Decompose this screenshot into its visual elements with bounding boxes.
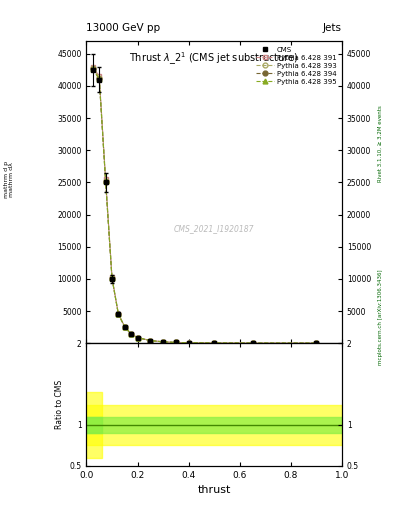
Line: Pythia 6.428 394: Pythia 6.428 394: [90, 67, 319, 346]
Pythia 6.428 391: [212, 340, 217, 346]
Pythia 6.428 394: [250, 340, 255, 346]
Pythia 6.428 395: [90, 66, 95, 72]
Pythia 6.428 395: [148, 337, 152, 344]
Pythia 6.428 391: [135, 334, 140, 340]
Pythia 6.428 391: [97, 73, 101, 79]
Text: 13000 GeV pp: 13000 GeV pp: [86, 23, 161, 33]
Pythia 6.428 393: [103, 178, 108, 184]
Text: mathrm d$^2$N
mathrm d p
mathrm dλ: mathrm d$^2$N mathrm d p mathrm dλ: [0, 159, 15, 199]
Pythia 6.428 391: [90, 63, 95, 70]
Pythia 6.428 394: [174, 339, 178, 346]
Text: CMS_2021_I1920187: CMS_2021_I1920187: [174, 224, 254, 233]
Pythia 6.428 394: [90, 66, 95, 72]
Pythia 6.428 391: [103, 176, 108, 182]
Pythia 6.428 391: [110, 274, 114, 281]
Pythia 6.428 393: [90, 65, 95, 71]
Pythia 6.428 393: [116, 311, 121, 317]
Line: Pythia 6.428 395: Pythia 6.428 395: [90, 67, 319, 346]
Pythia 6.428 394: [110, 275, 114, 282]
Pythia 6.428 393: [129, 331, 134, 337]
Pythia 6.428 391: [250, 340, 255, 346]
Pythia 6.428 391: [123, 324, 127, 330]
Pythia 6.428 391: [148, 337, 152, 344]
Pythia 6.428 395: [212, 340, 217, 346]
Pythia 6.428 395: [250, 340, 255, 346]
Pythia 6.428 395: [161, 339, 165, 345]
Pythia 6.428 393: [186, 339, 191, 346]
Pythia 6.428 393: [161, 339, 165, 345]
Line: Pythia 6.428 391: Pythia 6.428 391: [90, 64, 319, 346]
Pythia 6.428 391: [174, 339, 178, 346]
Y-axis label: Ratio to CMS: Ratio to CMS: [55, 380, 64, 429]
Pythia 6.428 393: [110, 275, 114, 281]
Pythia 6.428 393: [148, 337, 152, 344]
Pythia 6.428 393: [212, 340, 217, 346]
Text: Thrust $\lambda\_2^1$ (CMS jet substructure): Thrust $\lambda\_2^1$ (CMS jet substruct…: [129, 50, 299, 67]
Pythia 6.428 393: [314, 340, 319, 346]
Text: Rivet 3.1.10, ≥ 3.2M events: Rivet 3.1.10, ≥ 3.2M events: [378, 105, 383, 182]
Pythia 6.428 394: [97, 76, 101, 82]
Pythia 6.428 394: [186, 339, 191, 346]
Pythia 6.428 391: [186, 339, 191, 346]
Pythia 6.428 393: [123, 324, 127, 330]
X-axis label: thrust: thrust: [198, 485, 231, 495]
Pythia 6.428 395: [116, 311, 121, 317]
Legend: CMS, Pythia 6.428 391, Pythia 6.428 393, Pythia 6.428 394, Pythia 6.428 395: CMS, Pythia 6.428 391, Pythia 6.428 393,…: [254, 45, 338, 87]
Pythia 6.428 395: [135, 334, 140, 340]
Pythia 6.428 395: [186, 339, 191, 346]
Pythia 6.428 391: [314, 340, 319, 346]
Pythia 6.428 394: [116, 311, 121, 317]
Pythia 6.428 394: [103, 179, 108, 185]
Line: Pythia 6.428 393: Pythia 6.428 393: [90, 66, 319, 346]
Pythia 6.428 395: [103, 178, 108, 184]
Pythia 6.428 395: [123, 324, 127, 330]
Pythia 6.428 394: [161, 339, 165, 345]
Pythia 6.428 395: [129, 331, 134, 337]
Pythia 6.428 394: [148, 337, 152, 344]
Pythia 6.428 394: [123, 324, 127, 330]
Pythia 6.428 393: [135, 334, 140, 340]
Pythia 6.428 395: [314, 340, 319, 346]
Pythia 6.428 391: [116, 311, 121, 317]
Pythia 6.428 393: [97, 75, 101, 81]
Pythia 6.428 395: [174, 339, 178, 346]
Pythia 6.428 394: [314, 340, 319, 346]
Pythia 6.428 395: [110, 275, 114, 281]
Pythia 6.428 395: [97, 75, 101, 81]
Pythia 6.428 394: [135, 335, 140, 341]
Pythia 6.428 391: [129, 331, 134, 337]
Pythia 6.428 394: [212, 340, 217, 346]
Pythia 6.428 391: [161, 339, 165, 345]
Pythia 6.428 393: [174, 339, 178, 346]
Pythia 6.428 394: [129, 331, 134, 337]
Text: mcplots.cern.ch [arXiv:1306.3436]: mcplots.cern.ch [arXiv:1306.3436]: [378, 270, 383, 365]
Text: Jets: Jets: [323, 23, 342, 33]
Pythia 6.428 393: [250, 340, 255, 346]
